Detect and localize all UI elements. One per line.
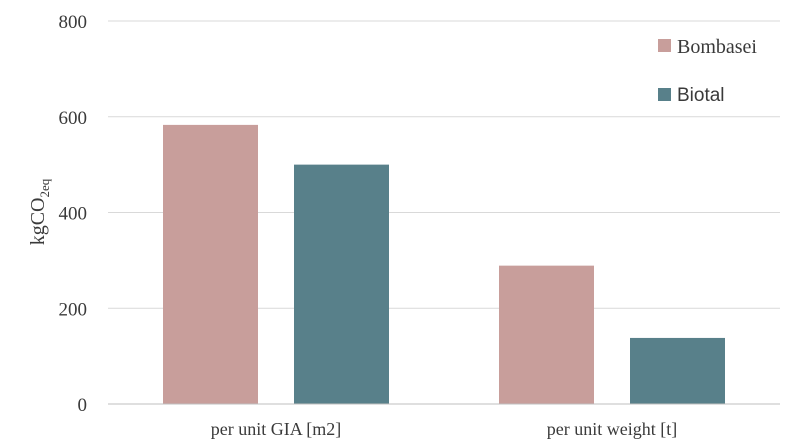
- y-axis-label-subscript: 2eq: [37, 178, 52, 197]
- y-tick-label: 800: [59, 12, 88, 33]
- bar-biotal-2: [630, 338, 725, 404]
- bars: [163, 125, 725, 404]
- y-axis-ticks: 0 200 400 600 800: [59, 12, 88, 416]
- y-tick-label: 400: [59, 204, 88, 225]
- x-axis-categories: per unit GIA [m2] per unit weight [t]: [211, 419, 677, 439]
- legend-label-bombasei: Bombasei: [677, 36, 757, 58]
- bar-biotal-1: [294, 165, 389, 404]
- x-category-label: per unit weight [t]: [547, 419, 677, 439]
- y-tick-label: 200: [59, 299, 88, 320]
- y-tick-label: 600: [59, 108, 88, 129]
- legend: Bombasei Biotal: [658, 36, 757, 106]
- bar-bombasei-1: [163, 125, 258, 404]
- y-tick-label: 0: [78, 395, 88, 416]
- y-axis-label-main: kgCO: [27, 197, 49, 245]
- legend-swatch-biotal: [658, 88, 671, 101]
- x-category-label: per unit GIA [m2]: [211, 419, 341, 439]
- legend-label-biotal: Biotal: [677, 85, 725, 106]
- y-axis-label: kgCO2eq: [27, 178, 52, 245]
- bar-bombasei-2: [499, 266, 594, 404]
- legend-swatch-bombasei: [658, 39, 671, 52]
